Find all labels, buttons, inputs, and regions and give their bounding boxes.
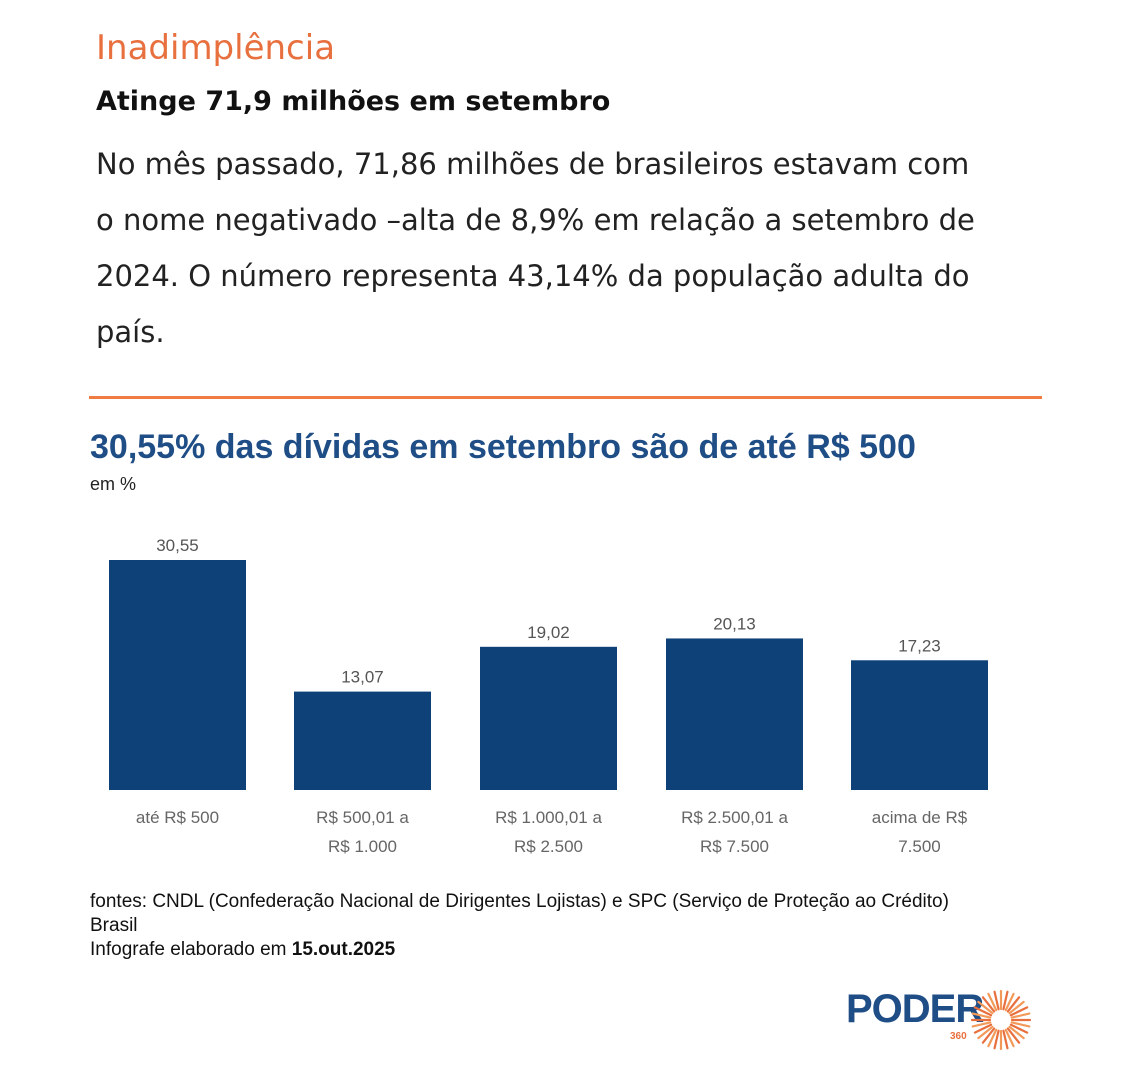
divider	[89, 396, 1042, 399]
date-prefix: Infografe elaborado em	[90, 939, 292, 960]
value-label-0: 30,55	[156, 536, 199, 555]
bar-4	[851, 660, 988, 790]
chart-unit: em %	[90, 474, 137, 494]
category-label-1-0: R$ 500,01 a	[316, 808, 409, 827]
category-label-3-0: R$ 2.500,01 a	[681, 808, 788, 827]
category-label-0-0: até R$ 500	[136, 808, 219, 827]
category-label-4-1: 7.500	[898, 837, 941, 856]
value-label-3: 20,13	[713, 614, 756, 633]
lead-paragraph: No mês passado, 71,86 milhões de brasile…	[96, 147, 975, 349]
category-label-3-1: R$ 7.500	[700, 837, 769, 856]
logo-wordmark: PODER	[846, 987, 984, 1031]
chart-title: 30,55% das dívidas em setembro são de at…	[90, 428, 916, 466]
bar-3	[666, 638, 803, 790]
kicker: Inadimplência	[96, 28, 336, 68]
date-line: Infografe elaborado em 15.out.2025	[90, 938, 990, 962]
category-label-2-0: R$ 1.000,01 a	[495, 808, 602, 827]
value-label-4: 17,23	[898, 636, 941, 655]
poder360-logo: PODER 360	[846, 985, 1046, 1055]
value-label-1: 13,07	[341, 668, 384, 687]
headline: Atinge 71,9 milhões em setembro	[96, 86, 611, 117]
category-label-2-1: R$ 2.500	[514, 837, 583, 856]
bar-2	[480, 646, 617, 790]
bar-0	[109, 560, 246, 790]
value-label-2: 19,02	[527, 623, 570, 642]
bar-1	[294, 691, 431, 790]
sources-text: fontes: CNDL (Confederação Nacional de D…	[90, 891, 949, 936]
category-label-4-0: acima de R$	[872, 808, 968, 827]
sunburst-icon	[970, 989, 1032, 1051]
category-label-1-1: R$ 1.000	[328, 837, 397, 856]
bar-chart: 30,55 até R$ 500 13,07 R$ 500,01 a R$ 1.000 1…	[109, 536, 988, 856]
sources: fontes: CNDL (Confederação Nacional de D…	[90, 890, 990, 962]
date-value: 15.out.2025	[291, 939, 396, 960]
logo-sub: 360	[950, 1031, 967, 1042]
